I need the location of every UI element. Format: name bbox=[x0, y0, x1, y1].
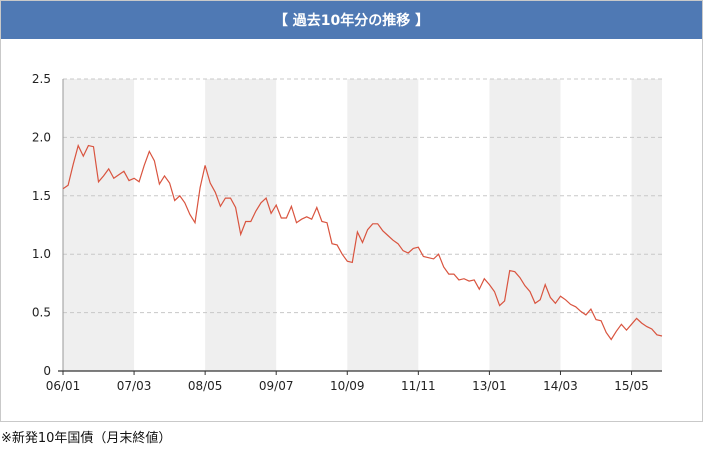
y-tick-label: 0 bbox=[43, 364, 51, 378]
x-tick-label: 09/07 bbox=[259, 379, 294, 393]
x-tick-label: 15/05 bbox=[614, 379, 649, 393]
axes bbox=[58, 79, 662, 372]
line-chart: 0 0.5 1.0 1.5 2.0 2.5 06/01 07/03 08/05 09/07 10/… bbox=[32, 72, 663, 393]
shaded-band bbox=[347, 79, 419, 371]
shaded-band bbox=[631, 79, 662, 371]
shaded-band bbox=[489, 79, 561, 371]
y-tick-labels: 0 0.5 1.0 1.5 2.0 2.5 bbox=[32, 72, 51, 378]
x-tick-label: 07/03 bbox=[117, 379, 152, 393]
shaded-band bbox=[205, 79, 277, 371]
x-tick-label: 13/01 bbox=[472, 379, 507, 393]
y-tick-label: 1.5 bbox=[32, 189, 51, 203]
y-tick-label: 0.5 bbox=[32, 306, 51, 320]
x-tick-label: 06/01 bbox=[46, 379, 81, 393]
x-tick-label: 08/05 bbox=[188, 379, 223, 393]
series-line bbox=[62, 143, 663, 341]
x-tick-label: 14/03 bbox=[543, 379, 578, 393]
footnote: ※新発10年国債（月末終値） bbox=[1, 431, 172, 446]
gridlines bbox=[63, 78, 662, 314]
y-tick-label: 1.0 bbox=[32, 247, 51, 261]
y-tick-label: 2.0 bbox=[32, 130, 51, 144]
shaded-band bbox=[63, 79, 135, 371]
x-tick-labels: 06/01 07/03 08/05 09/07 10/09 11/11 13/01 14/03… bbox=[46, 371, 649, 393]
chart-panel: 【 過去10年分の推移 】 0 0.5 1.0 1.5 2.0 2.5 06/01 07/0… bbox=[0, 0, 703, 422]
chart-title: 【 過去10年分の推移 】 bbox=[1, 1, 702, 39]
x-tick-label: 11/11 bbox=[401, 379, 436, 393]
y-tick-label: 2.5 bbox=[32, 72, 51, 86]
alternating-bands bbox=[63, 79, 662, 371]
x-tick-label: 10/09 bbox=[330, 379, 365, 393]
